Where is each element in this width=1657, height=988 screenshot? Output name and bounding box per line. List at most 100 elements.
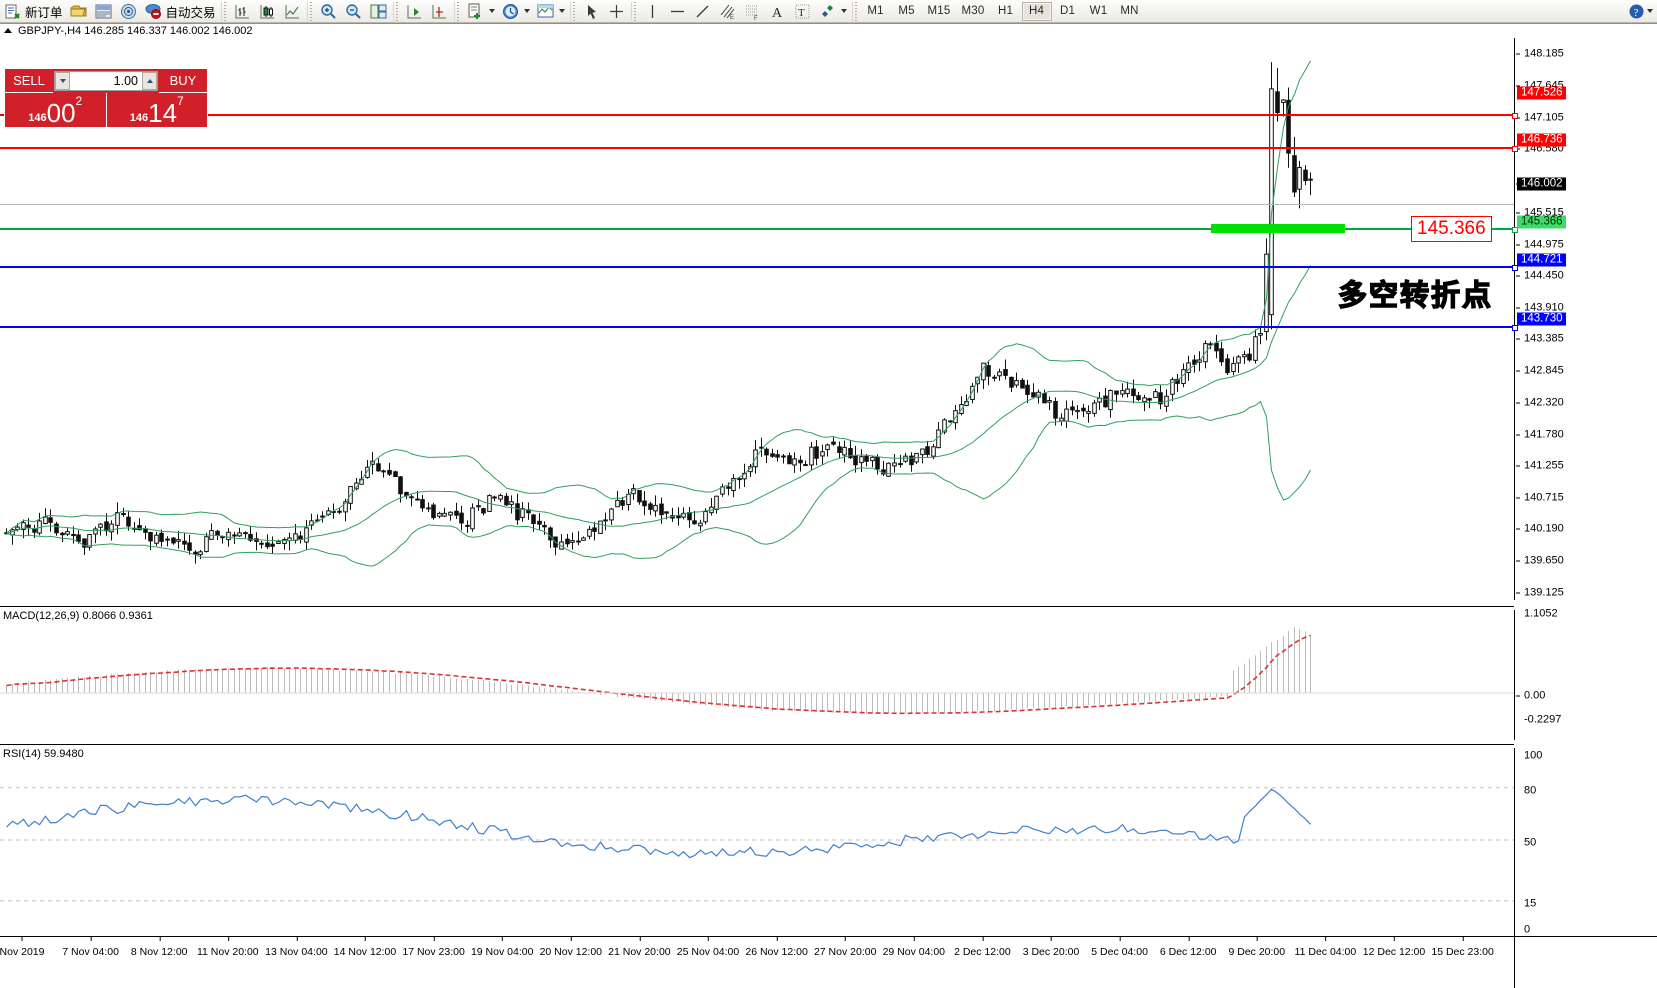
terminal-icon (94, 2, 113, 21)
equidistant-channel-icon: E (718, 2, 737, 21)
zoom-in-button[interactable] (316, 1, 341, 22)
macd-series-layer (0, 627, 1514, 715)
label-tool-button[interactable]: T (790, 1, 815, 22)
chart-area[interactable]: GBPJPY-,H4 146.285 146.337 146.002 146.0… (0, 23, 1657, 988)
rsi-pane[interactable] (0, 744, 1514, 936)
price-pane[interactable]: 145.366 多空转折点 (0, 38, 1518, 600)
crosshair-tool-button[interactable] (604, 1, 629, 22)
chevron-down-icon[interactable] (840, 9, 847, 13)
macd-scale[interactable]: 1.1052 0.00 -0.2297 (1514, 608, 1657, 740)
supply-demand-zone[interactable] (1211, 224, 1345, 233)
shift-chart-icon (405, 2, 424, 21)
macd-indicator-label[interactable]: MACD(12,26,9) 0.8066 0.9361 (3, 610, 153, 622)
timeframe-button-m30[interactable]: M30 (961, 5, 985, 17)
sell-price-integer: 146 (28, 112, 47, 124)
volume-increment-button[interactable] (142, 72, 157, 90)
signals-button[interactable] (116, 1, 141, 22)
price-tick: 142.320 (1515, 397, 1564, 408)
sell-button[interactable]: SELL (5, 69, 53, 93)
rsi-indicator-label[interactable]: RSI(14) 59.9480 (3, 748, 84, 760)
indicators-button[interactable] (463, 1, 498, 22)
time-axis-label: 11 Nov 20:00 (196, 937, 259, 958)
axis-corner (1514, 936, 1657, 988)
templates-button[interactable] (533, 1, 568, 22)
shift-chart-button[interactable] (402, 1, 427, 22)
volume-field[interactable]: 1.00 (54, 71, 158, 91)
timeframe-button-m5[interactable]: M5 (898, 5, 915, 17)
chevron-down-icon[interactable] (523, 9, 530, 13)
trendline-button[interactable] (690, 1, 715, 22)
terminal-button[interactable] (91, 1, 116, 22)
chevron-down-icon[interactable] (1647, 9, 1653, 13)
resistance-line-146736[interactable] (0, 146, 1518, 152)
collapse-triangle-icon[interactable] (4, 28, 12, 33)
one-click-trading-panel[interactable]: SELL 1.00 BUY 146 00 2 146 14 7 (4, 68, 208, 128)
time-axis[interactable]: Nov 2019 7 Nov 04:00 8 Nov 12:00 11 Nov 20:… (0, 936, 1514, 988)
volume-decrement-button[interactable] (55, 72, 70, 90)
candlestick-chart-icon (258, 2, 277, 21)
bar-chart-button[interactable] (230, 1, 255, 22)
support-line-143730[interactable] (0, 325, 1518, 331)
svg-text:E: E (730, 15, 734, 21)
support-line-144721[interactable] (0, 265, 1518, 271)
new-order-button[interactable]: 新订单 (0, 1, 66, 22)
price-series-layer (4, 60, 1313, 567)
resistance-line-147526[interactable] (0, 113, 1518, 119)
price-label-support-143730[interactable]: 143.730 (1517, 312, 1566, 326)
timeframe-button-d1[interactable]: D1 (1059, 5, 1076, 17)
vertical-line-button[interactable] (640, 1, 665, 22)
buy-price[interactable]: 146 14 7 (107, 93, 208, 127)
chevron-down-icon[interactable] (488, 9, 495, 13)
octp-divider (105, 93, 107, 127)
auto-scroll-button[interactable] (427, 1, 452, 22)
timeframe-button-w1[interactable]: W1 (1089, 5, 1108, 17)
vertical-line-icon (643, 2, 662, 21)
timeframe-button-m15[interactable]: M15 (927, 5, 951, 17)
price-tick: 145.515 (1515, 207, 1564, 218)
autotrade-button[interactable]: 自动交易 (141, 1, 219, 22)
price-label-bid-146002[interactable]: 146.002 (1517, 177, 1566, 191)
time-axis-label: 14 Nov 12:00 (333, 937, 397, 958)
price-callout-145366[interactable]: 145.366 (1411, 216, 1492, 242)
price-tick: 144.975 (1515, 239, 1564, 250)
period-button[interactable] (498, 1, 533, 22)
toolbar-separator (851, 1, 859, 21)
volume-value[interactable]: 1.00 (113, 74, 138, 88)
timeframe-button-h1[interactable]: H1 (997, 5, 1014, 17)
time-axis-label: 5 Dec 04:00 (1091, 937, 1148, 958)
text-tool-button[interactable]: A (765, 1, 790, 22)
tile-windows-button[interactable] (366, 1, 391, 22)
toolbar-separator (569, 1, 577, 21)
help-icon[interactable]: ? (1627, 2, 1646, 21)
horizontal-line-button[interactable] (665, 1, 690, 22)
fibonacci-button[interactable]: F (740, 1, 765, 22)
zone-line-145366[interactable] (0, 227, 1518, 233)
line-chart-button[interactable] (280, 1, 305, 22)
price-label-resistance-147526[interactable]: 147.526 (1517, 86, 1566, 100)
time-axis-label: 9 Dec 20:00 (1228, 937, 1286, 958)
zoom-out-button[interactable] (341, 1, 366, 22)
rsi-series-layer (0, 787, 1514, 902)
folder-button[interactable] (66, 1, 91, 22)
macd-pane[interactable] (0, 606, 1514, 740)
chevron-down-icon[interactable] (558, 9, 565, 13)
bid-price-line[interactable] (0, 204, 1514, 205)
equidistant-channel-button[interactable]: E (715, 1, 740, 22)
rsi-tick: 100 (1524, 749, 1543, 762)
timeframe-button-mn[interactable]: MN (1120, 5, 1139, 17)
svg-text:T: T (798, 7, 805, 19)
candlestick-chart-button[interactable] (255, 1, 280, 22)
price-scale[interactable]: 148.185147.645147.105146.580146.002145.5… (1514, 38, 1657, 600)
timeframe-button-h4[interactable]: H4 (1021, 1, 1052, 21)
price-label-zone-145366[interactable]: 145.366 (1517, 215, 1566, 229)
price-label-resistance-146736[interactable]: 146.736 (1517, 133, 1566, 147)
price-tick: 147.645 (1515, 80, 1564, 92)
objects-button[interactable] (815, 1, 850, 22)
turning-point-annotation[interactable]: 多空转折点 (1337, 278, 1494, 312)
sell-price[interactable]: 146 00 2 (5, 93, 106, 127)
cursor-tool-button[interactable] (579, 1, 604, 22)
timeframe-button-m1[interactable]: M1 (867, 5, 884, 17)
buy-button[interactable]: BUY (159, 69, 207, 93)
rsi-scale[interactable]: 100 80 50 15 0 (1514, 748, 1657, 936)
price-label-support-144721[interactable]: 144.721 (1517, 253, 1566, 267)
